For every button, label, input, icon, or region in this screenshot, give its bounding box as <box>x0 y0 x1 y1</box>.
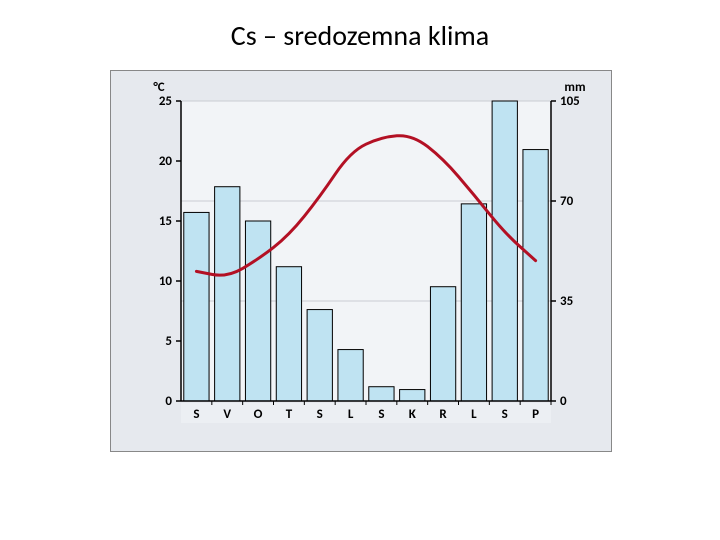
svg-text:15: 15 <box>159 214 172 229</box>
svg-text:105: 105 <box>560 94 580 109</box>
month-label: P <box>532 407 539 422</box>
svg-text:0: 0 <box>165 394 172 409</box>
month-label: R <box>439 407 447 422</box>
bar <box>492 101 517 401</box>
month-label: V <box>223 407 231 422</box>
svg-text:70: 70 <box>560 194 574 209</box>
bar <box>245 221 270 401</box>
svg-text:°C: °C <box>153 80 164 95</box>
svg-text:5: 5 <box>165 334 172 349</box>
svg-text:35: 35 <box>560 294 573 309</box>
svg-text:20: 20 <box>159 154 173 169</box>
month-label: T <box>286 407 293 422</box>
bar <box>307 310 332 401</box>
climate-chart: 0 5 10 15 20 25 0 35 70 105 °C mm S V O T S L S K R L S P <box>110 70 612 452</box>
bar <box>184 212 209 401</box>
bar <box>400 390 425 401</box>
svg-text:mm: mm <box>564 80 585 95</box>
bar <box>276 267 301 401</box>
bar <box>523 150 548 401</box>
bar <box>215 187 240 401</box>
month-label: S <box>193 407 199 422</box>
bar <box>369 387 394 401</box>
month-label: S <box>317 407 323 422</box>
bar <box>430 287 455 401</box>
month-label: L <box>348 407 354 422</box>
month-label: S <box>502 407 508 422</box>
svg-text:10: 10 <box>159 274 173 289</box>
svg-text:25: 25 <box>159 94 172 109</box>
page-title: Cs – sredozemna klima <box>0 18 720 53</box>
chart-svg: 0 5 10 15 20 25 0 35 70 105 °C mm S V O T S L S K R L S P <box>111 71 611 451</box>
month-label: S <box>378 407 384 422</box>
bar <box>461 204 486 401</box>
bar <box>338 350 363 401</box>
svg-text:0: 0 <box>560 394 567 409</box>
month-label: L <box>471 407 477 422</box>
month-label: O <box>254 407 263 422</box>
month-label: K <box>409 407 417 422</box>
